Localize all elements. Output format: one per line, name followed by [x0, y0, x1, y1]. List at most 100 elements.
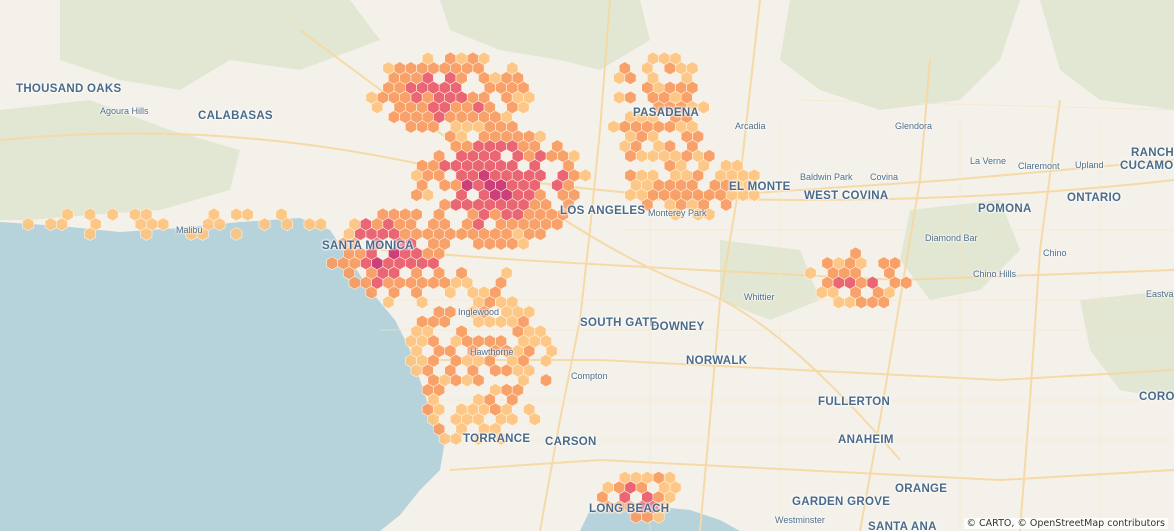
hex-cell[interactable] — [545, 344, 558, 358]
hex-cell[interactable] — [579, 168, 592, 183]
hex-cell[interactable] — [393, 217, 406, 232]
hex-cell[interactable] — [472, 158, 485, 173]
hex-cell[interactable] — [461, 61, 474, 76]
hex-cell[interactable] — [697, 100, 710, 115]
hex-cell[interactable] — [371, 275, 384, 290]
hex-cell[interactable] — [669, 207, 682, 222]
hex-cell[interactable] — [556, 207, 569, 222]
hex-cell[interactable] — [692, 188, 704, 202]
hex-cell[interactable] — [624, 168, 637, 183]
hex-cell[interactable] — [444, 71, 457, 85]
hex-cell[interactable] — [461, 139, 474, 154]
hex-cell[interactable] — [506, 61, 519, 76]
hex-cell[interactable] — [731, 158, 744, 173]
hex-cell[interactable] — [737, 188, 750, 202]
hex-cell[interactable] — [208, 207, 220, 222]
hex-cell[interactable] — [466, 402, 479, 417]
hex-cell[interactable] — [663, 158, 676, 173]
hex-cell[interactable] — [449, 334, 462, 349]
hex-cell[interactable] — [388, 266, 401, 280]
hex-cell[interactable] — [877, 295, 890, 310]
hex-cell[interactable] — [416, 295, 429, 310]
hex-cell[interactable] — [241, 207, 254, 222]
hex-cell[interactable] — [489, 363, 502, 378]
hex-cell[interactable] — [506, 158, 519, 173]
hex-cell[interactable] — [410, 71, 423, 85]
hex-cell[interactable] — [461, 178, 474, 193]
hex-cell[interactable] — [646, 149, 659, 163]
hex-cell[interactable] — [832, 256, 845, 271]
hex-cell[interactable] — [714, 188, 727, 202]
hex-cell[interactable] — [495, 197, 507, 212]
hex-cell[interactable] — [675, 119, 688, 134]
hex-cell[interactable] — [624, 129, 637, 144]
hex-cell[interactable] — [449, 197, 462, 212]
hex-cell[interactable] — [652, 178, 665, 193]
hex-cell[interactable] — [416, 158, 429, 173]
hex-cell[interactable] — [472, 373, 485, 388]
hex-cell[interactable] — [601, 480, 614, 495]
hex-cell[interactable] — [438, 314, 451, 329]
hex-cell[interactable] — [483, 80, 496, 95]
hex-cell[interactable] — [832, 275, 845, 290]
hex-cell[interactable] — [410, 188, 423, 202]
hex-cell[interactable] — [849, 285, 862, 300]
hex-cell[interactable] — [404, 256, 417, 271]
hex-cell[interactable] — [106, 207, 119, 222]
hex-cell[interactable] — [517, 236, 530, 251]
hex-cell[interactable] — [528, 412, 541, 427]
hex-cell[interactable] — [472, 431, 485, 446]
hex-cell[interactable] — [22, 217, 35, 232]
hex-cell[interactable] — [427, 119, 440, 134]
hex-cell[interactable] — [303, 217, 316, 232]
hex-cell[interactable] — [449, 119, 462, 134]
hex-cell[interactable] — [393, 100, 406, 115]
hex-cell[interactable] — [556, 168, 569, 183]
map-attribution[interactable]: © CARTO, © OpenStreetMap contributors — [963, 518, 1168, 529]
hex-cell[interactable] — [410, 207, 423, 222]
hex-cell[interactable] — [489, 402, 502, 417]
hex-cell[interactable] — [523, 149, 536, 163]
hex-cell[interactable] — [635, 480, 648, 495]
hex-cell[interactable] — [534, 188, 547, 202]
hex-cell[interactable] — [517, 334, 530, 349]
hex-cell[interactable] — [697, 158, 710, 173]
hex-cell[interactable] — [472, 197, 485, 212]
hex-cell[interactable] — [382, 295, 395, 310]
hex-cell[interactable] — [84, 227, 96, 241]
hex-cell[interactable] — [489, 110, 502, 124]
hex-cell[interactable] — [714, 168, 727, 183]
hex-cell[interactable] — [449, 353, 462, 368]
hex-cell[interactable] — [624, 149, 637, 163]
hex-cell[interactable] — [523, 363, 536, 378]
hex-cell[interactable] — [146, 217, 158, 232]
hex-cell[interactable] — [438, 217, 451, 232]
hex-cell[interactable] — [421, 90, 434, 105]
hex-cell[interactable] — [466, 110, 479, 124]
hex-cell[interactable] — [275, 207, 288, 222]
hex-cell[interactable] — [404, 275, 417, 290]
hex-cell[interactable] — [129, 207, 141, 222]
hex-cell[interactable] — [500, 305, 513, 319]
hex-cell[interactable] — [230, 227, 243, 241]
hex-cell[interactable] — [528, 217, 541, 232]
hex-cell[interactable] — [523, 90, 536, 105]
hex-cell[interactable] — [258, 217, 271, 232]
hex-cell[interactable] — [404, 119, 417, 134]
hex-cell[interactable] — [472, 334, 485, 349]
hex-cell[interactable] — [624, 71, 637, 85]
hex-cell[interactable] — [343, 227, 355, 241]
hex-cell[interactable] — [472, 353, 485, 368]
hex-cell[interactable] — [663, 470, 676, 485]
hex-cell[interactable] — [495, 139, 507, 154]
hex-cell[interactable] — [483, 178, 496, 193]
hex-cell[interactable] — [500, 344, 513, 358]
hex-cell[interactable] — [692, 207, 704, 222]
hex-cell[interactable] — [382, 61, 395, 76]
hex-cell[interactable] — [607, 119, 620, 134]
hex-cell[interactable] — [900, 275, 913, 290]
hex-cell[interactable] — [646, 500, 659, 514]
hex-cell[interactable] — [815, 285, 828, 300]
hex-cell[interactable] — [506, 100, 519, 115]
hex-cell[interactable] — [416, 334, 429, 349]
